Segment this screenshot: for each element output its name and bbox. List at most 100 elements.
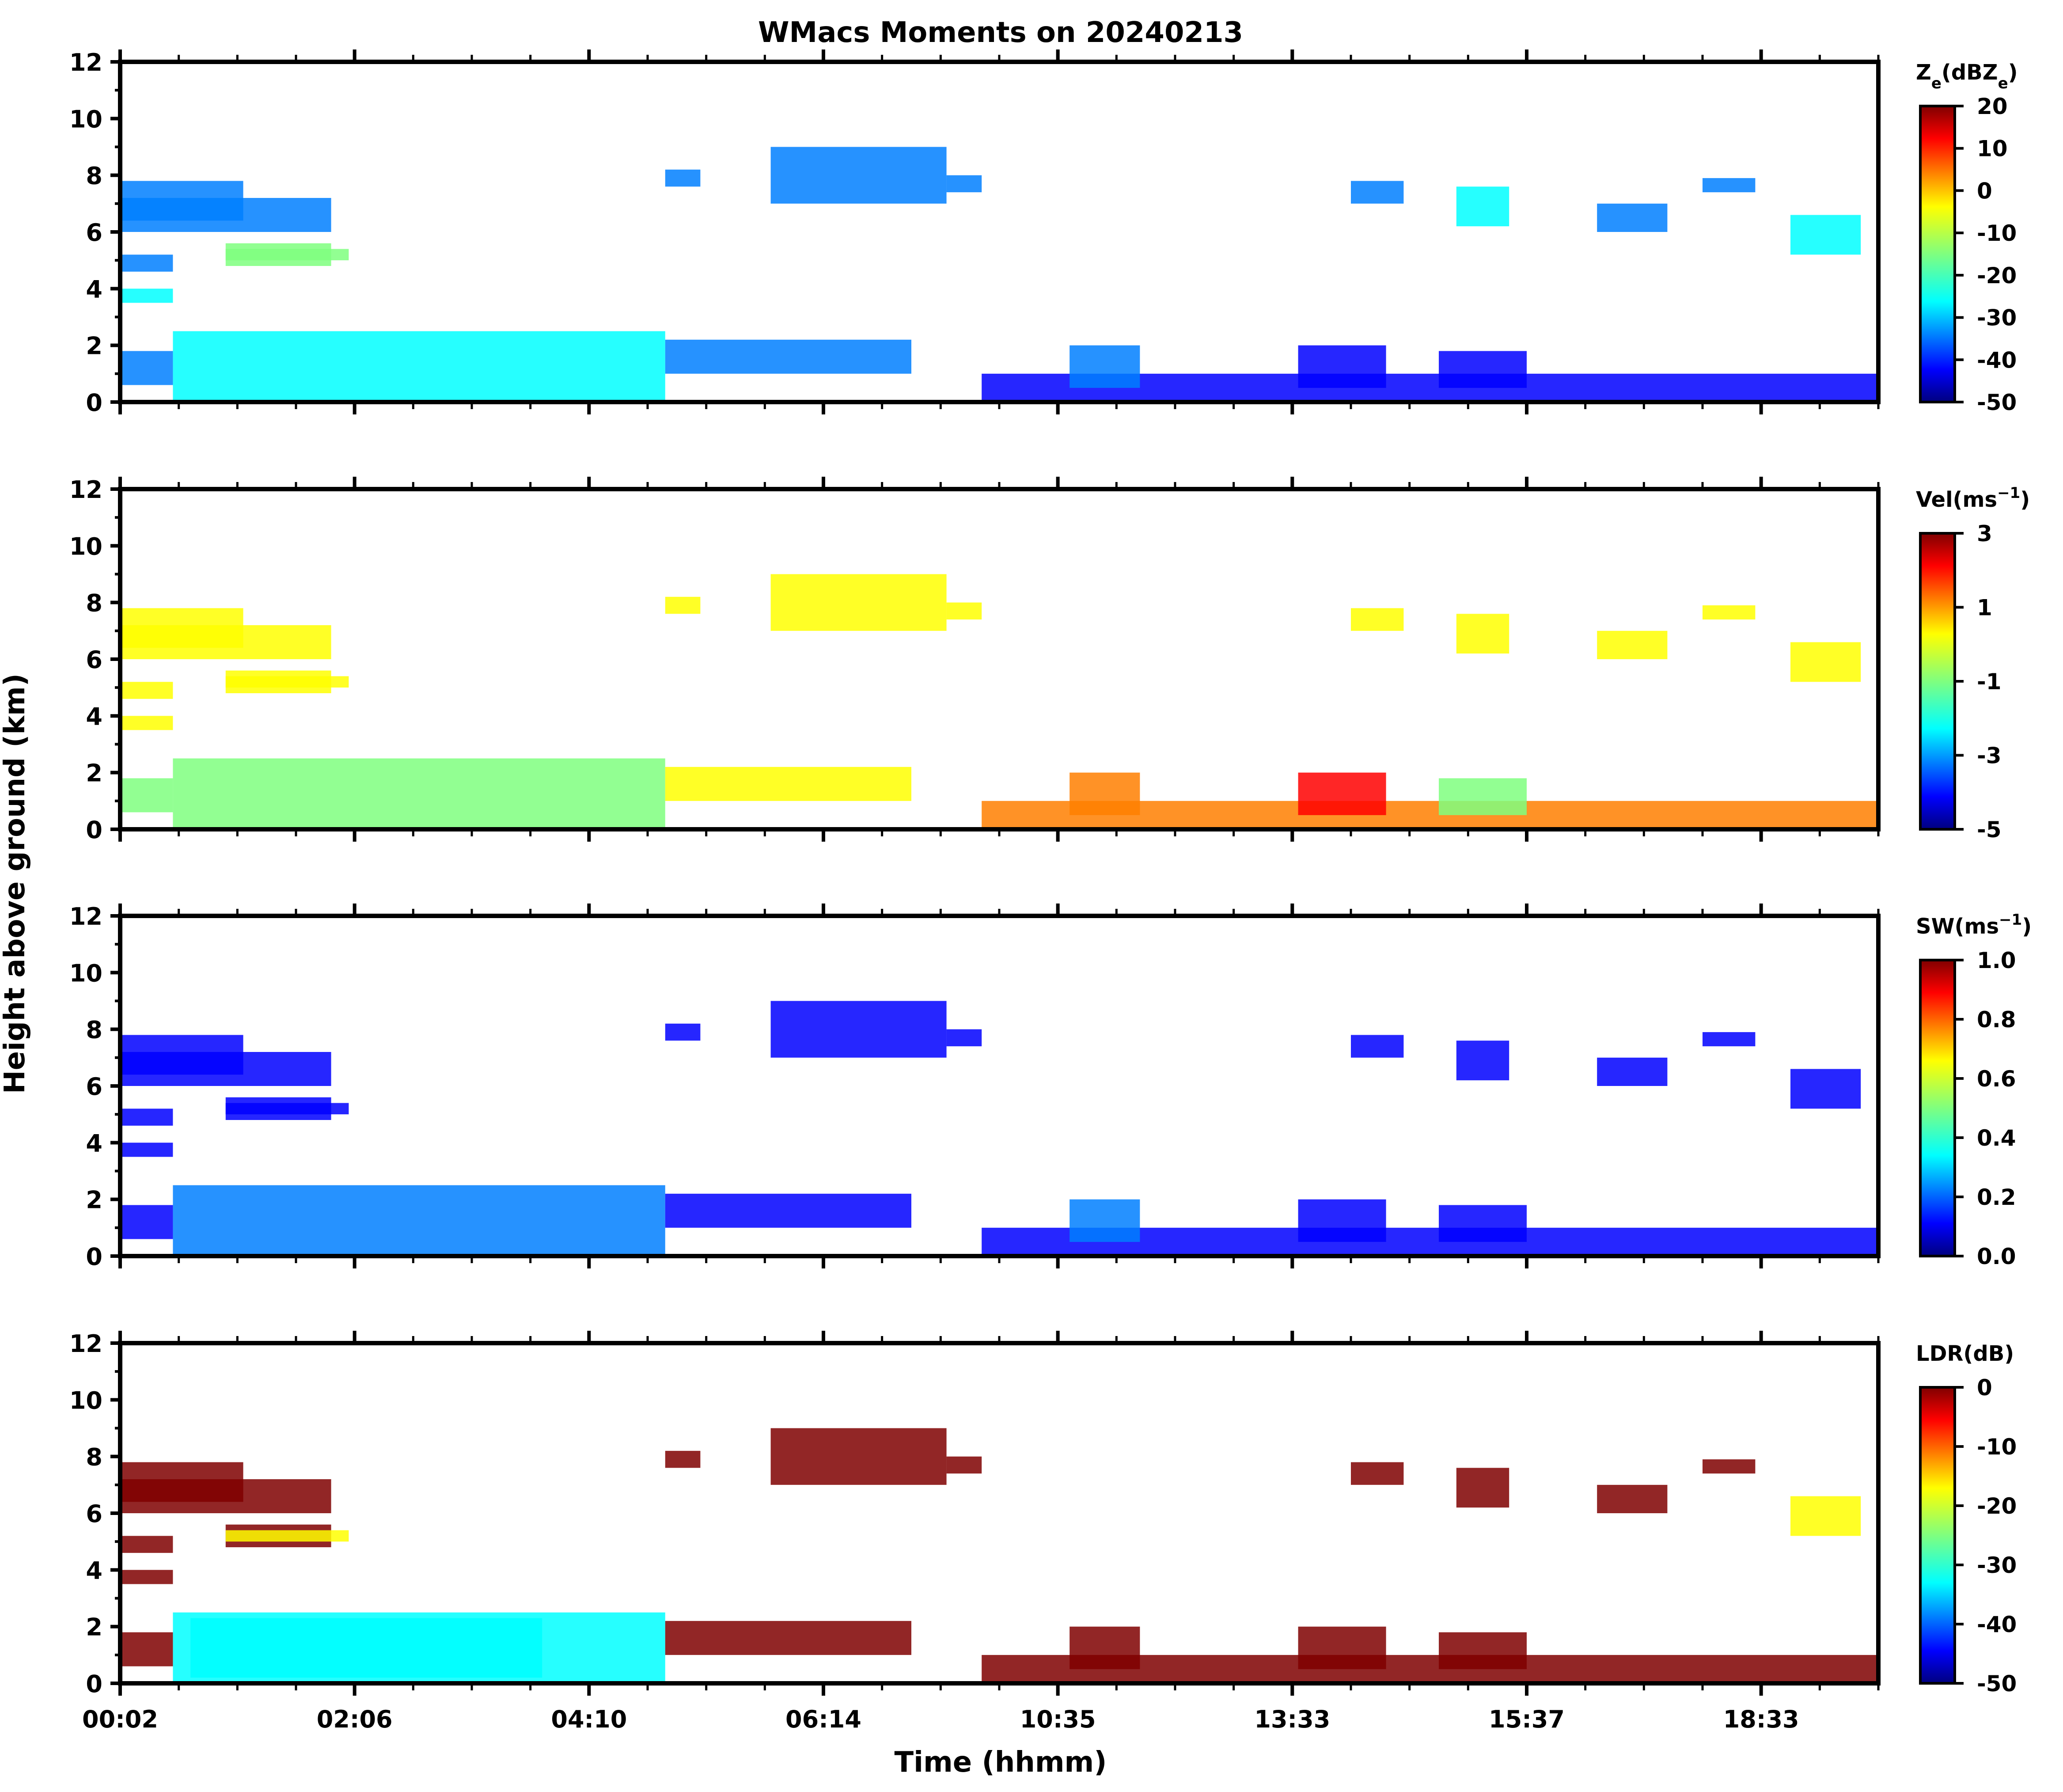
- colorbar-tick-label: -40: [1977, 1612, 2017, 1637]
- echo-region-21: [1790, 1496, 1861, 1536]
- echo-region-5: [120, 682, 173, 699]
- y-axis-label: Height above ground (km): [0, 673, 31, 1094]
- echo-region-18: [1351, 1462, 1404, 1485]
- y-tick-label: 10: [69, 959, 102, 987]
- echo-region-7: [173, 758, 665, 829]
- echo-region-14: [1069, 1626, 1140, 1669]
- echo-region-10: [770, 574, 947, 631]
- y-tick-label: 12: [69, 49, 102, 76]
- colorbar-tick-label: -50: [1977, 390, 2017, 415]
- colorbar-tick-label: -10: [1977, 1434, 2017, 1460]
- x-tick-label: 15:37: [1489, 1705, 1565, 1733]
- colorbar-title: Ze(dBZe): [1916, 60, 2018, 92]
- panel-velocity: 0 2 4 6 8 10 12 3 1 -1 -3 -5 Vel(ms−1): [69, 476, 2030, 844]
- colorbar-tick-label: 0.2: [1977, 1185, 2016, 1210]
- echo-region-21: [1790, 215, 1861, 255]
- echo-region-18: [1351, 181, 1404, 204]
- colorbar-tick-label: -40: [1977, 347, 2017, 373]
- echo-region-7: [173, 1185, 665, 1256]
- echo-region-18: [1351, 1035, 1404, 1058]
- echo-region-6: [120, 1570, 173, 1584]
- y-tick-label: 6: [86, 1073, 102, 1101]
- y-tick-label: 4: [86, 1557, 102, 1584]
- echo-region-2: [120, 1479, 331, 1513]
- colorbar: [1919, 105, 1956, 403]
- colorbar-tick-label: 0.0: [1977, 1244, 2016, 1269]
- chart-title: WMacs Moments on 20240213: [758, 16, 1243, 49]
- colorbar-tick-label: -30: [1977, 1553, 2017, 1578]
- colorbar-tick-label: -3: [1977, 743, 2002, 769]
- echo-region-4: [225, 1103, 349, 1115]
- echo-region-11: [946, 175, 982, 193]
- y-tick-label: 6: [86, 219, 102, 247]
- colorbar-tick-label: 0.8: [1977, 1007, 2016, 1033]
- y-tick-label: 10: [69, 1386, 102, 1414]
- echo-region-14: [1069, 1199, 1140, 1242]
- colorbar-tick-label: 10: [1977, 136, 2008, 162]
- echo-region-9: [665, 1193, 911, 1228]
- echo-region-12: [665, 1450, 701, 1468]
- y-tick-label: 8: [86, 1016, 102, 1044]
- x-tick-label: 10:35: [1020, 1705, 1096, 1733]
- colorbar-tick-label: 0: [1977, 178, 1992, 204]
- y-tick-label: 2: [86, 759, 102, 787]
- echo-region-20: [1703, 178, 1756, 193]
- colorbar-tick-label: -20: [1977, 1493, 2017, 1519]
- y-tick-label: 8: [86, 162, 102, 190]
- echo-region-5: [120, 254, 173, 272]
- colorbar-tick-label: 3: [1977, 521, 1992, 547]
- echo-region-4: [225, 1530, 349, 1542]
- echo-region-19: [1597, 1484, 1668, 1513]
- echo-region-6: [120, 1143, 173, 1157]
- colorbar-tick-label: 1: [1977, 595, 1992, 621]
- echo-region-2: [120, 625, 331, 659]
- echo-region-8: [120, 1632, 173, 1667]
- echo-region-11: [946, 1029, 982, 1047]
- echo-region-9: [665, 1621, 911, 1655]
- y-tick-label: 0: [86, 1243, 102, 1271]
- colorbar-tick-label: -5: [1977, 817, 2002, 843]
- y-tick-label: 4: [86, 702, 102, 730]
- ldr-inner-region-1: [190, 1618, 542, 1678]
- colorbar-tick-label: 0.4: [1977, 1125, 2016, 1151]
- echo-region-11: [946, 602, 982, 620]
- echo-region-8: [120, 351, 173, 385]
- colorbar-tick-label: -10: [1977, 220, 2017, 246]
- y-tick-label: 12: [69, 1330, 102, 1358]
- echo-region-12: [665, 1023, 701, 1041]
- echo-region-7: [173, 331, 665, 402]
- y-tick-label: 0: [86, 389, 102, 417]
- echo-region-21: [1790, 642, 1861, 682]
- colorbar-tick-label: -30: [1977, 305, 2017, 331]
- y-tick-label: 4: [86, 1129, 102, 1157]
- echo-region-17: [1456, 186, 1509, 227]
- colorbar: [1919, 959, 1956, 1257]
- colorbar-tick-label: 0: [1977, 1375, 1992, 1401]
- colorbar-tick-label: -1: [1977, 669, 2002, 695]
- echo-region-17: [1456, 1040, 1509, 1081]
- echo-region-17: [1456, 614, 1509, 654]
- echo-region-4: [225, 676, 349, 688]
- y-tick-label: 2: [86, 1186, 102, 1214]
- echo-region-4: [225, 249, 349, 261]
- echo-region-5: [120, 1109, 173, 1126]
- y-tick-label: 10: [69, 105, 102, 133]
- echo-region-15: [1298, 345, 1386, 388]
- echo-region-15: [1298, 1199, 1386, 1242]
- colorbar: [1919, 532, 1956, 831]
- echo-region-20: [1703, 605, 1756, 620]
- y-tick-label: 12: [69, 903, 102, 930]
- x-tick-label: 02:06: [317, 1705, 393, 1733]
- echo-region-12: [665, 596, 701, 614]
- colorbar-tick-label: 0.6: [1977, 1066, 2016, 1092]
- colorbar-title: SW(ms−1): [1916, 911, 2032, 939]
- echo-region-6: [120, 289, 173, 303]
- y-tick-label: 2: [86, 332, 102, 360]
- colorbar-tick-label: 20: [1977, 94, 2008, 119]
- echo-region-14: [1069, 772, 1140, 815]
- echo-region-16: [1439, 778, 1527, 815]
- y-tick-label: 10: [69, 532, 102, 560]
- y-tick-label: 4: [86, 275, 102, 303]
- y-tick-label: 6: [86, 646, 102, 674]
- echo-region-15: [1298, 772, 1386, 815]
